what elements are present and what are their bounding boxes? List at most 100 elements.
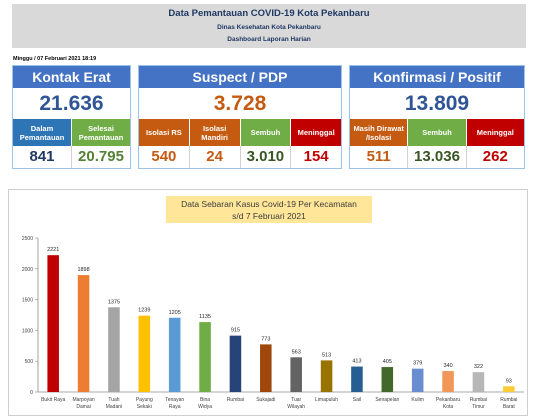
suspect-pdp-sub-labels: Isolasi RS Isolasi Mandiri Sembuh Meninggal — [139, 119, 341, 146]
bar-value-label: 322 — [474, 364, 483, 370]
kontak-sub-value: 20.795 — [78, 148, 124, 165]
konfirmasi-positif-card: Konfirmasi / Positif 13.809 Masih Dirawa… — [349, 65, 525, 169]
x-tick-label: Rumbai — [470, 397, 487, 403]
kontak-erat-title: Kontak Erat — [13, 66, 130, 88]
kontak-erat-sub-labels: Dalam Pemantauan Selesai Pemantauan — [13, 119, 130, 146]
y-tick-label: 2000 — [22, 267, 33, 273]
bar-value-label: 773 — [261, 336, 270, 342]
bar — [260, 344, 272, 392]
suspect-pdp-sub-values: 540 24 3.010 154 — [139, 146, 341, 168]
konfirmasi-sub-value: 13.036 — [408, 146, 467, 168]
x-tick-label-line2: Barat — [503, 404, 516, 410]
suspect-sub-value: 24 — [190, 146, 241, 168]
bar-value-label: 513 — [322, 352, 331, 358]
x-tick-label: Tuah — [108, 397, 119, 403]
dashboard-header: Data Pemantauan COVID-19 Kota Pekanbaru … — [12, 4, 526, 48]
header-subtitle: Dinas Kesehatan Kota Pekanbaru — [217, 24, 321, 31]
y-tick-label: 500 — [25, 359, 34, 365]
konfirmasi-positif-sub-values: 511 13.036 262 — [350, 146, 524, 168]
bar-value-label: 915 — [231, 328, 240, 334]
header-report-label: Dashboard Laporan Harian — [227, 36, 311, 43]
suspect-sub-label: Sembuh — [240, 119, 292, 146]
x-tick-label: Kulim — [411, 397, 424, 403]
y-tick-label: 2500 — [22, 236, 33, 242]
bar — [503, 386, 515, 392]
x-tick-label-line2: Raya — [169, 404, 181, 410]
suspect-pdp-card: Suspect / PDP 3.728 Isolasi RS Isolasi Ma… — [138, 65, 342, 169]
x-tick-label-line2: Widya — [198, 404, 212, 410]
bar — [472, 372, 485, 392]
bar — [351, 366, 363, 392]
y-tick-label: 0 — [30, 390, 33, 396]
kontak-erat-total: 21.636 — [39, 92, 104, 115]
x-tick-label: Bukit Raya — [41, 397, 65, 403]
header-title: Data Pemantauan COVID-19 Kota Pekanbaru — [168, 8, 370, 19]
bar-value-label: 1205 — [169, 310, 181, 316]
x-tick-label: Tenayan — [165, 397, 184, 403]
x-tick-label: Marpoyan — [72, 397, 94, 403]
x-tick-label-line2: Wilayah — [287, 404, 305, 410]
konfirmasi-sub-value: 511 — [350, 146, 409, 168]
suspect-sub-value: 3.010 — [241, 146, 292, 168]
bar-value-label: 340 — [443, 363, 452, 369]
bar-chart-svg: 0 500 1000 1500 2000 2500 2221 Bukit Raya 1898 Ma… — [22, 236, 524, 410]
bar — [381, 367, 394, 392]
suspect-sub-value: 154 — [303, 148, 329, 165]
bar-value-label: 1239 — [138, 308, 150, 314]
x-tick-label: Rumbai — [227, 397, 244, 403]
bar-value-label: 1898 — [77, 267, 89, 273]
bar-value-label: 405 — [383, 359, 392, 365]
kontak-erat-sub-values: 841 20.795 — [13, 146, 130, 168]
x-tick-label: Pekanbaru — [436, 397, 460, 403]
konfirmasi-positif-title: Konfirmasi / Positif — [350, 66, 524, 88]
x-tick-label: Sukajadi — [256, 397, 275, 403]
kontak-sub-value: 841 — [13, 146, 72, 168]
chart-subtitle: s/d 7 Februari 2021 — [232, 211, 306, 221]
bar — [290, 357, 302, 392]
x-tick-label: Payung — [136, 397, 153, 403]
bar — [108, 307, 120, 392]
konfirmasi-sub-label: Masih Dirawat /Isolasi — [350, 119, 409, 146]
x-tick-label: Sail — [353, 397, 361, 403]
kontak-erat-card: Kontak Erat 21.636 Dalam Pemantauan Seles… — [12, 65, 131, 169]
x-tick-label: Rumbai — [500, 397, 517, 403]
bar-value-label: 1135 — [199, 314, 211, 320]
x-tick-label: Tuar — [291, 397, 301, 403]
kontak-sub-label: Selesai Pemantauan — [72, 119, 130, 146]
bar — [411, 368, 424, 392]
x-tick-label-line2: Damai — [76, 404, 90, 410]
x-tick-label-line2: Madani — [106, 404, 122, 410]
suspect-sub-label: Meninggal — [291, 119, 341, 146]
konfirmasi-positif-total: 13.809 — [404, 92, 470, 115]
konfirmasi-positif-sub-labels: Masih Dirawat /Isolasi Sembuh Meninggal — [350, 119, 524, 146]
bar — [229, 335, 242, 392]
bar — [138, 315, 151, 392]
x-tick-label: Bina — [200, 397, 210, 403]
suspect-pdp-title: Suspect / PDP — [139, 66, 341, 88]
bar-value-label: 1375 — [108, 299, 120, 305]
suspect-sub-label: Isolasi RS — [139, 119, 190, 146]
bar — [168, 317, 181, 392]
y-tick-label: 1500 — [22, 298, 33, 304]
chart-title-box: Data Sebaran Kasus Covid-19 Per Kecamata… — [166, 196, 372, 223]
suspect-sub-value: 540 — [139, 146, 190, 168]
report-date: Minggu / 07 Februari 2021 18:19 — [13, 56, 97, 62]
x-tick-label-line2: Kota — [443, 404, 454, 410]
x-tick-label: Limapuluh — [315, 397, 338, 403]
bar — [199, 322, 211, 392]
bar — [47, 255, 59, 392]
konfirmasi-sub-label: Sembuh — [408, 119, 467, 146]
y-tick-label: 1000 — [22, 328, 33, 334]
bar — [442, 371, 454, 392]
konfirmasi-sub-value: 262 — [482, 148, 508, 165]
konfirmasi-sub-label: Meninggal — [466, 119, 524, 146]
chart-title: Data Sebaran Kasus Covid-19 Per Kecamata… — [181, 199, 357, 209]
suspect-pdp-total: 3.728 — [213, 92, 267, 115]
kecamatan-chart: 0 500 1000 1500 2000 2500 2221 Bukit Raya 1898 Ma… — [8, 189, 528, 416]
bar — [77, 275, 90, 392]
bar-value-label: 413 — [352, 359, 361, 365]
bar-value-label: 93 — [506, 378, 512, 384]
x-tick-label: Senapelan — [375, 397, 399, 403]
x-tick-label-line2: Timur — [472, 404, 485, 410]
bar — [320, 360, 333, 392]
